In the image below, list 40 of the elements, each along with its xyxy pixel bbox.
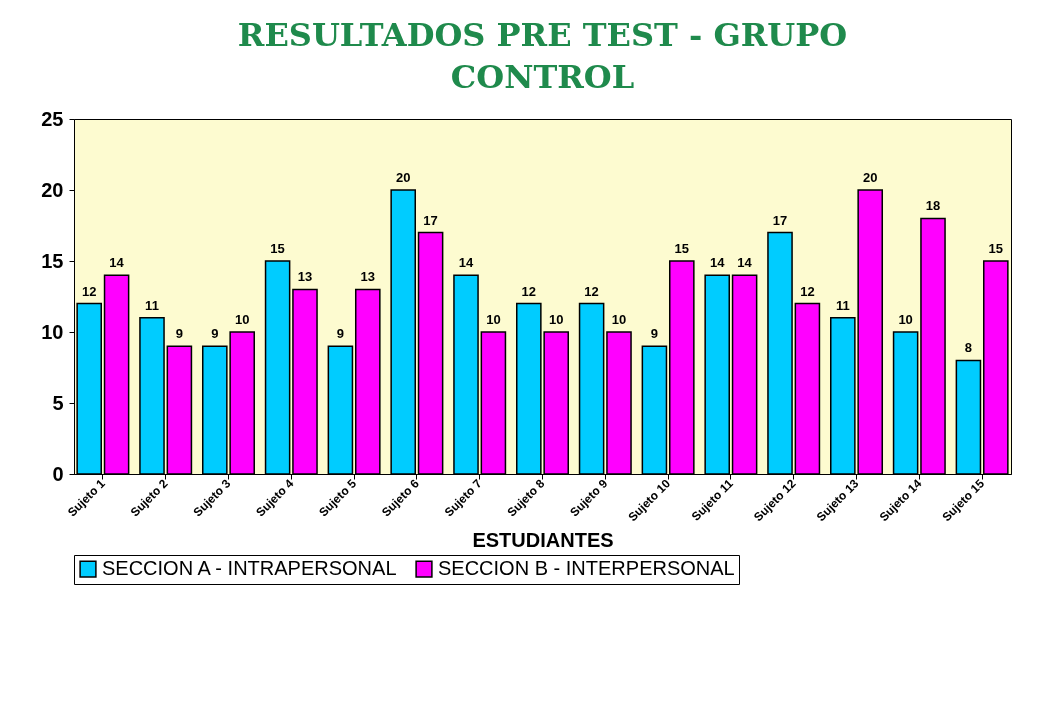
legend-label: SECCION B - INTERPERSONAL (438, 557, 735, 580)
data-label: 10 (486, 312, 501, 327)
data-label: 14 (109, 255, 125, 271)
data-label: 8 (964, 340, 973, 356)
data-label: 10 (548, 312, 564, 327)
data-label: 11 (835, 297, 850, 313)
data-label: 14 (709, 255, 726, 271)
data-label: 17 (423, 212, 438, 228)
data-label: 9 (211, 326, 219, 342)
data-label: 15 (674, 241, 690, 256)
legend-label: SECCION A - INTRAPERSONAL (102, 557, 397, 580)
data-label: 20 (862, 170, 878, 185)
data-label: 13 (360, 269, 376, 285)
y-tick-label: 25 (41, 107, 64, 130)
data-label: 15 (270, 241, 285, 256)
data-label: 14 (737, 255, 753, 271)
data-label: 20 (395, 170, 411, 185)
data-label: 9 (650, 326, 659, 342)
data-label: 10 (898, 312, 913, 327)
data-label: 10 (611, 312, 627, 327)
y-tick-label: 0 (52, 462, 64, 485)
data-label: 11 (145, 297, 159, 313)
data-label: 17 (772, 212, 788, 228)
data-label: 9 (175, 326, 183, 342)
data-label: 10 (234, 312, 250, 327)
y-tick-label: 5 (52, 391, 64, 414)
data-label: 12 (81, 283, 97, 299)
y-tick-label: 20 (41, 178, 64, 201)
y-tick-label: 10 (41, 320, 64, 343)
data-label: 13 (297, 269, 313, 285)
x-axis-title: ESTUDIANTES (472, 529, 614, 552)
chart-title: RESULTADOS PRE TEST - GRUPO CONTROL (237, 16, 848, 96)
data-label: 15 (988, 241, 1004, 256)
data-label: 14 (458, 255, 474, 271)
data-label: 18 (925, 198, 941, 214)
data-label: 12 (521, 283, 537, 299)
data-label: 12 (584, 283, 599, 299)
data-label: 12 (800, 283, 815, 299)
y-tick-label: 15 (41, 249, 64, 272)
data-label: 9 (336, 326, 345, 342)
